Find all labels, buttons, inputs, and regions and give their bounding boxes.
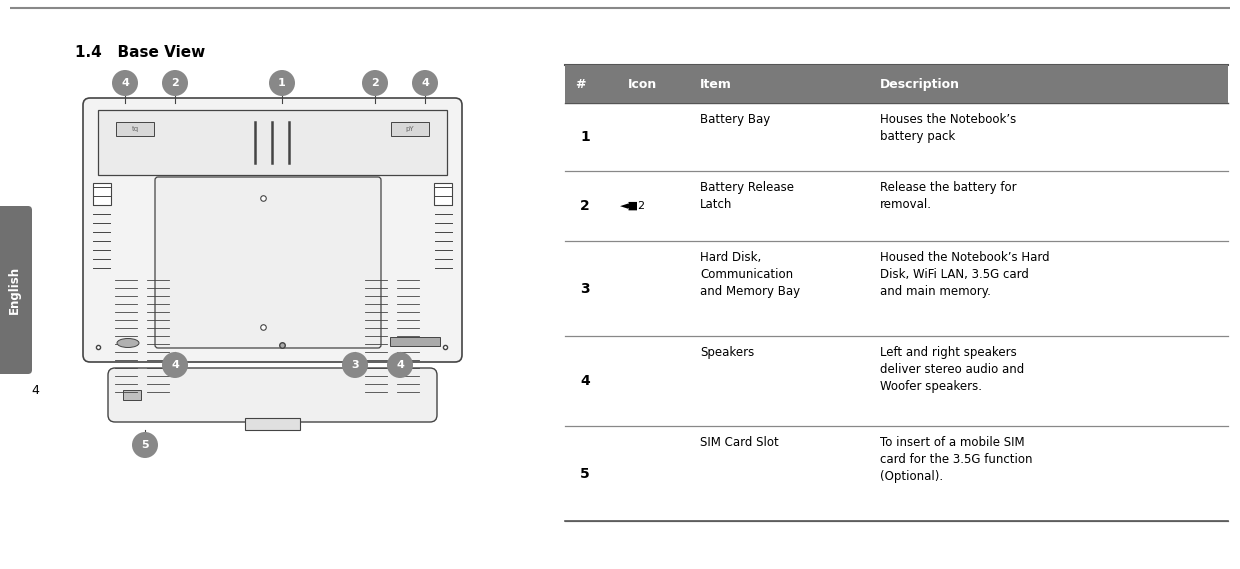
Text: 5: 5	[580, 467, 590, 480]
Text: tq: tq	[131, 126, 139, 132]
Text: Description: Description	[880, 77, 960, 90]
Text: 2: 2	[580, 199, 590, 213]
Text: 2: 2	[371, 78, 379, 88]
Bar	[246, 418, 300, 430]
Circle shape	[162, 70, 188, 96]
Text: Left and right speakers
deliver stereo audio and
Woofer speakers.: Left and right speakers deliver stereo a…	[880, 346, 1024, 393]
Circle shape	[387, 352, 413, 378]
Circle shape	[412, 70, 438, 96]
Text: 4: 4	[31, 384, 38, 397]
Ellipse shape	[117, 339, 139, 348]
Text: Battery Release
Latch: Battery Release Latch	[701, 181, 794, 211]
Text: 5: 5	[141, 440, 149, 450]
FancyBboxPatch shape	[0, 206, 32, 374]
Text: 3: 3	[580, 282, 590, 295]
Text: SIM Card Slot: SIM Card Slot	[701, 436, 779, 449]
Circle shape	[269, 70, 295, 96]
Text: 4: 4	[422, 78, 429, 88]
Text: 4: 4	[122, 78, 129, 88]
Text: Release the battery for
removal.: Release the battery for removal.	[880, 181, 1017, 211]
Circle shape	[131, 432, 157, 458]
Bar	[98, 110, 446, 175]
Circle shape	[342, 352, 368, 378]
Text: Houses the Notebook’s
battery pack: Houses the Notebook’s battery pack	[880, 113, 1017, 143]
Text: Item: Item	[701, 77, 732, 90]
Bar	[93, 183, 112, 205]
Text: ◄■2: ◄■2	[620, 201, 646, 211]
Bar	[391, 337, 440, 346]
Bar	[123, 390, 141, 400]
Text: English: English	[7, 266, 21, 314]
Text: 4: 4	[171, 360, 179, 370]
Bar	[434, 183, 453, 205]
FancyBboxPatch shape	[155, 177, 381, 348]
Text: pY: pY	[405, 126, 414, 132]
Circle shape	[162, 352, 188, 378]
Text: #: #	[575, 77, 585, 90]
Text: Battery Bay: Battery Bay	[701, 113, 770, 126]
Circle shape	[112, 70, 138, 96]
Text: Hard Disk,
Communication
and Memory Bay: Hard Disk, Communication and Memory Bay	[701, 251, 800, 298]
Text: To insert of a mobile SIM
card for the 3.5G function
(Optional).: To insert of a mobile SIM card for the 3…	[880, 436, 1033, 483]
Text: 3: 3	[351, 360, 358, 370]
Text: Housed the Notebook’s Hard
Disk, WiFi LAN, 3.5G card
and main memory.: Housed the Notebook’s Hard Disk, WiFi LA…	[880, 251, 1049, 298]
FancyBboxPatch shape	[83, 98, 463, 362]
FancyBboxPatch shape	[108, 368, 436, 422]
Text: 2: 2	[171, 78, 179, 88]
Text: 1.4   Base View: 1.4 Base View	[74, 45, 206, 60]
Bar	[565, 65, 1228, 103]
Text: 1: 1	[278, 78, 286, 88]
Text: 4: 4	[396, 360, 404, 370]
Text: 1: 1	[580, 130, 590, 144]
Bar	[391, 122, 429, 136]
Bar	[117, 122, 154, 136]
Text: 4: 4	[580, 374, 590, 388]
Text: Icon: Icon	[627, 77, 657, 90]
Circle shape	[362, 70, 388, 96]
Text: Speakers: Speakers	[701, 346, 754, 359]
